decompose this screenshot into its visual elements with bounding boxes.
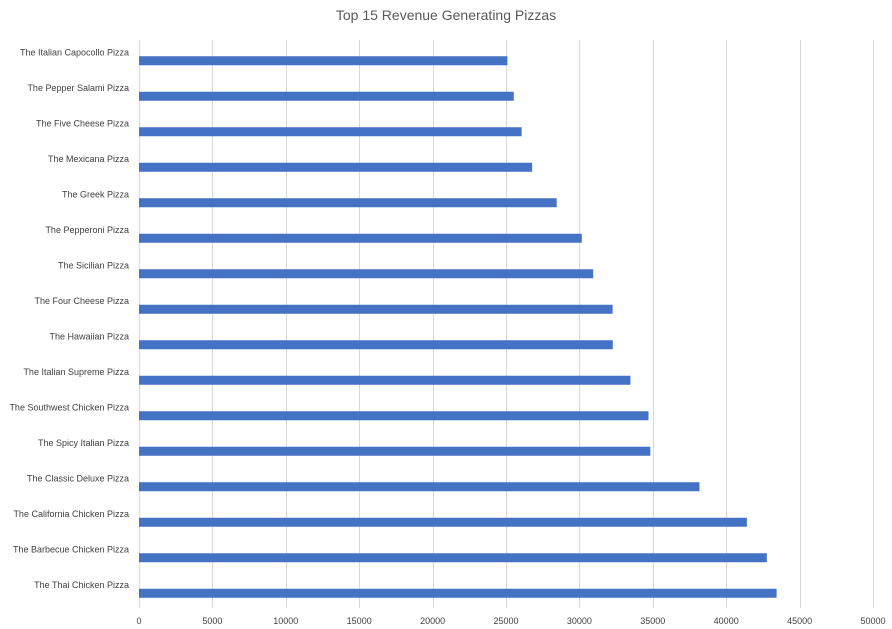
bar bbox=[139, 411, 649, 421]
x-tick-label: 25000 bbox=[493, 616, 518, 626]
x-tick-label: 50000 bbox=[860, 616, 885, 626]
x-tick-label: 35000 bbox=[640, 616, 665, 626]
x-tick-label: 10000 bbox=[273, 616, 298, 626]
x-tick-label: 0 bbox=[136, 616, 141, 626]
bar bbox=[139, 340, 613, 350]
category-label: The Four Cheese Pizza bbox=[34, 296, 129, 306]
bar bbox=[139, 127, 522, 137]
x-tick-label: 15000 bbox=[347, 616, 372, 626]
x-tick-label: 40000 bbox=[714, 616, 739, 626]
x-tick-label: 20000 bbox=[420, 616, 445, 626]
category-label: The Barbecue Chicken Pizza bbox=[13, 544, 129, 554]
bar bbox=[139, 56, 508, 66]
category-label: The Spicy Italian Pizza bbox=[38, 438, 129, 448]
bar bbox=[139, 162, 533, 172]
category-label: The Five Cheese Pizza bbox=[36, 118, 129, 128]
bar bbox=[139, 375, 631, 385]
category-label: The Mexicana Pizza bbox=[48, 154, 129, 164]
chart-title: Top 15 Revenue Generating Pizzas bbox=[335, 7, 557, 23]
bar bbox=[139, 233, 582, 243]
x-tick-labels: 0 5000 10000 15000 20000 25000 30000 35000 40000… bbox=[136, 616, 885, 626]
category-label: The Thai Chicken Pizza bbox=[34, 580, 129, 590]
bar bbox=[139, 198, 557, 208]
bar bbox=[139, 517, 747, 527]
category-label: The Greek Pizza bbox=[62, 189, 129, 199]
x-tick-label: 30000 bbox=[567, 616, 592, 626]
bar bbox=[139, 553, 767, 563]
category-label: The Italian Supreme Pizza bbox=[23, 367, 129, 377]
bar bbox=[139, 269, 594, 279]
category-label: The Hawaiian Pizza bbox=[49, 331, 129, 341]
bar bbox=[139, 588, 777, 598]
category-labels: The Italian Capocollo Pizza The Pepper Sa… bbox=[9, 47, 129, 590]
bar bbox=[139, 91, 514, 101]
category-label: The California Chicken Pizza bbox=[13, 509, 129, 519]
x-tick-label: 45000 bbox=[787, 616, 812, 626]
x-tick-label: 5000 bbox=[202, 616, 222, 626]
bar bbox=[139, 446, 651, 456]
bars bbox=[139, 56, 777, 598]
gridlines bbox=[139, 40, 874, 608]
category-label: The Pepperoni Pizza bbox=[45, 225, 129, 235]
category-label: The Italian Capocollo Pizza bbox=[20, 47, 129, 57]
category-label: The Classic Deluxe Pizza bbox=[27, 473, 129, 483]
bar bbox=[139, 304, 613, 314]
category-label: The Pepper Salami Pizza bbox=[27, 83, 129, 93]
category-label: The Sicilian Pizza bbox=[58, 260, 129, 270]
bar bbox=[139, 482, 700, 492]
category-label: The Southwest Chicken Pizza bbox=[9, 402, 129, 412]
